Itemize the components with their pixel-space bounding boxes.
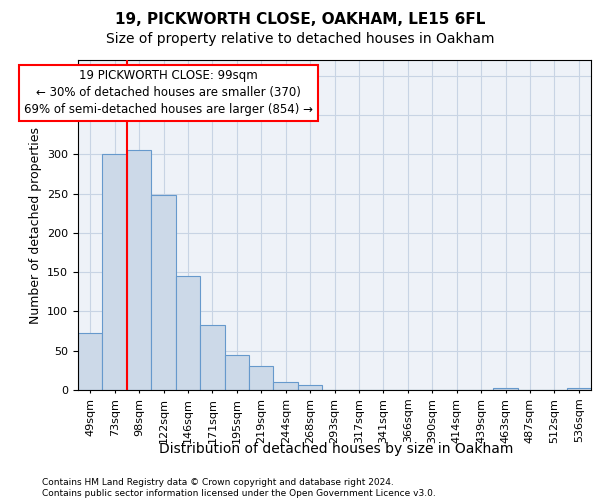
Bar: [200, 325, 224, 390]
Bar: [493, 388, 518, 390]
Bar: [566, 388, 591, 390]
Text: Size of property relative to detached houses in Oakham: Size of property relative to detached ho…: [106, 32, 494, 46]
Text: 19 PICKWORTH CLOSE: 99sqm
← 30% of detached houses are smaller (370)
69% of semi: 19 PICKWORTH CLOSE: 99sqm ← 30% of detac…: [24, 70, 313, 116]
Bar: [298, 384, 322, 390]
Bar: [78, 334, 103, 390]
Bar: [176, 276, 200, 390]
Bar: [249, 366, 274, 390]
Bar: [103, 154, 127, 390]
Bar: [274, 382, 298, 390]
Bar: [151, 195, 176, 390]
Text: 19, PICKWORTH CLOSE, OAKHAM, LE15 6FL: 19, PICKWORTH CLOSE, OAKHAM, LE15 6FL: [115, 12, 485, 28]
Bar: [127, 150, 151, 390]
Bar: [224, 356, 249, 390]
Text: Contains HM Land Registry data © Crown copyright and database right 2024.
Contai: Contains HM Land Registry data © Crown c…: [42, 478, 436, 498]
Y-axis label: Number of detached properties: Number of detached properties: [29, 126, 41, 324]
Text: Distribution of detached houses by size in Oakham: Distribution of detached houses by size …: [159, 442, 513, 456]
